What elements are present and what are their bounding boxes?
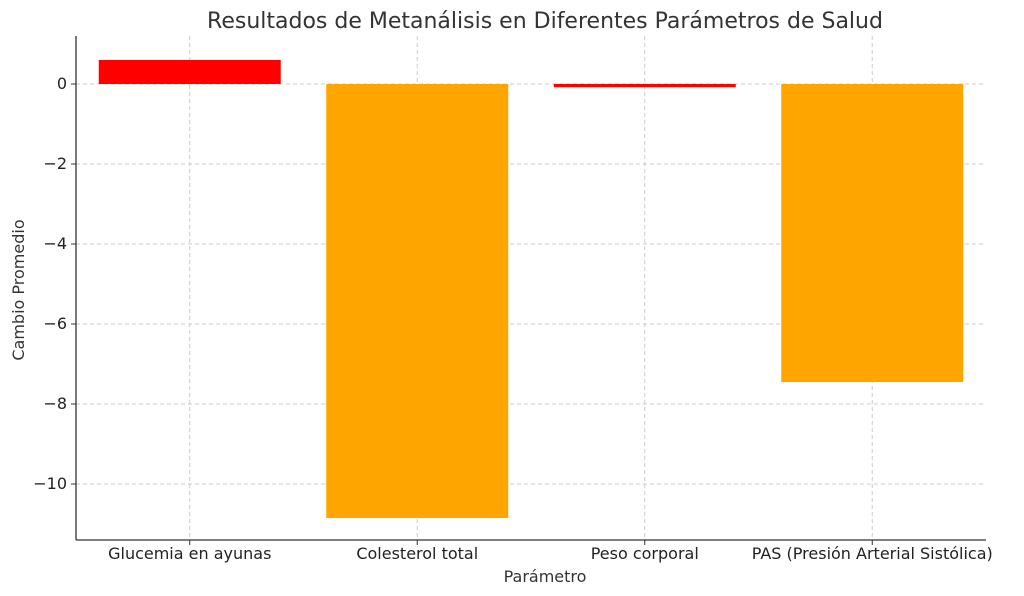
x-axis-label: Parámetro [504, 567, 587, 586]
y-axis-label: Cambio Promedio [9, 219, 28, 360]
axes-layer: 0 −2 −4 −6 −8 −10 Glucemia en ayunas Colesterol… [33, 36, 993, 563]
chart-title: Resultados de Metanálisis en Diferentes … [207, 9, 883, 34]
bars-layer [98, 60, 964, 518]
x-tick-label: Glucemia en ayunas [108, 544, 271, 563]
y-tick-label: −4 [43, 234, 67, 253]
bar-peso-corporal [553, 84, 736, 88]
y-tick-label: −8 [43, 394, 67, 413]
x-tick-label: Colesterol total [356, 544, 478, 563]
bar-pas-presi-n-arterial-sist-lica [781, 84, 964, 382]
bar-glucemia-en-ayunas [98, 60, 281, 84]
y-tick-label: −10 [33, 474, 67, 493]
x-tick-label: PAS (Presión Arterial Sistólica) [752, 544, 993, 563]
x-tick-label: Peso corporal [591, 544, 699, 563]
y-tick-label: −2 [43, 154, 67, 173]
y-tick-label: 0 [57, 74, 67, 93]
bar-colesterol-total [326, 84, 509, 518]
y-tick-label: −6 [43, 314, 67, 333]
